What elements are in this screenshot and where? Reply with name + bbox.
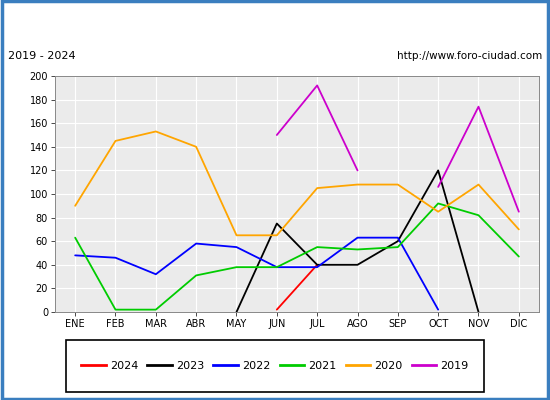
Text: http://www.foro-ciudad.com: http://www.foro-ciudad.com <box>397 51 542 61</box>
Text: 2019 - 2024: 2019 - 2024 <box>8 51 76 61</box>
Text: Evolucion Nº Turistas Extranjeros en el municipio de Noreña: Evolucion Nº Turistas Extranjeros en el … <box>50 14 501 26</box>
FancyBboxPatch shape <box>66 340 484 392</box>
Legend: 2024, 2023, 2022, 2021, 2020, 2019: 2024, 2023, 2022, 2021, 2020, 2019 <box>77 356 473 376</box>
